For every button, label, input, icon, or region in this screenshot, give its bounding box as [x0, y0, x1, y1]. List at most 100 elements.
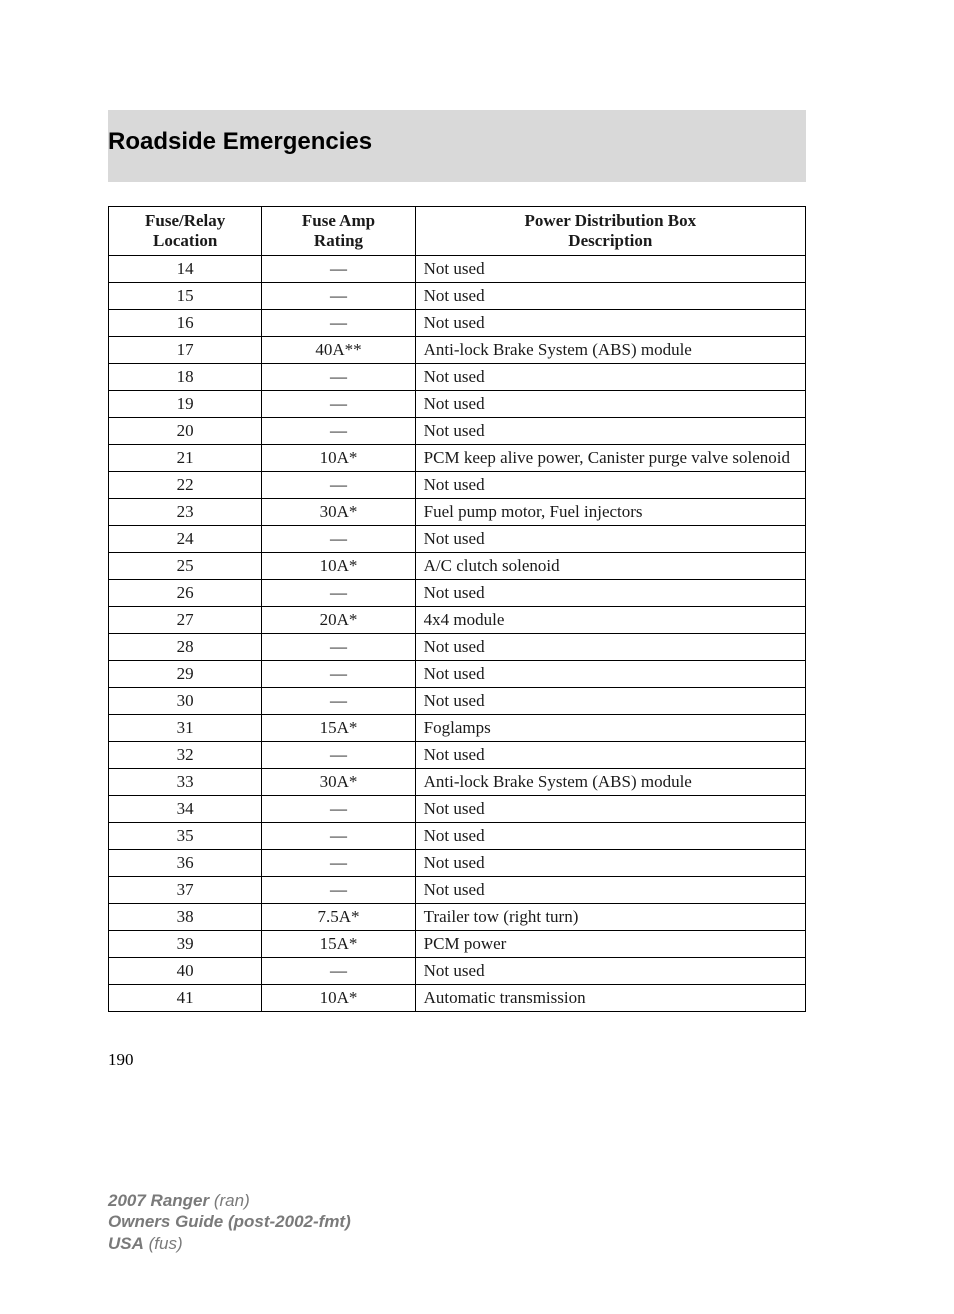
cell-description: Anti-lock Brake System (ABS) module: [415, 769, 805, 796]
table-row: 3915A*PCM power: [109, 931, 806, 958]
cell-description: A/C clutch solenoid: [415, 553, 805, 580]
table-row: 15—Not used: [109, 283, 806, 310]
cell-location: 23: [109, 499, 262, 526]
cell-location: 40: [109, 958, 262, 985]
cell-description: Anti-lock Brake System (ABS) module: [415, 337, 805, 364]
cell-description: Not used: [415, 364, 805, 391]
table-row: 3330A*Anti-lock Brake System (ABS) modul…: [109, 769, 806, 796]
cell-location: 30: [109, 688, 262, 715]
cell-amp: —: [262, 877, 415, 904]
cell-location: 17: [109, 337, 262, 364]
cell-description: Not used: [415, 472, 805, 499]
table-row: 35—Not used: [109, 823, 806, 850]
table-row: 26—Not used: [109, 580, 806, 607]
table-row: 40—Not used: [109, 958, 806, 985]
cell-description: Not used: [415, 877, 805, 904]
footer-line-3: USA (fus): [108, 1233, 806, 1254]
footer-model-code: (ran): [209, 1191, 250, 1210]
cell-amp: 20A*: [262, 607, 415, 634]
table-row: 32—Not used: [109, 742, 806, 769]
cell-amp: —: [262, 958, 415, 985]
table-row: 28—Not used: [109, 634, 806, 661]
cell-location: 22: [109, 472, 262, 499]
table-row: 18—Not used: [109, 364, 806, 391]
cell-amp: 40A**: [262, 337, 415, 364]
cell-description: Not used: [415, 391, 805, 418]
cell-description: Fuel pump motor, Fuel injectors: [415, 499, 805, 526]
footer-model: 2007 Ranger: [108, 1191, 209, 1210]
table-row: 34—Not used: [109, 796, 806, 823]
table-row: 30—Not used: [109, 688, 806, 715]
cell-description: Not used: [415, 526, 805, 553]
cell-location: 14: [109, 256, 262, 283]
cell-location: 20: [109, 418, 262, 445]
table-row: 37—Not used: [109, 877, 806, 904]
cell-amp: —: [262, 742, 415, 769]
cell-location: 18: [109, 364, 262, 391]
cell-location: 19: [109, 391, 262, 418]
table-row: 3115A*Foglamps: [109, 715, 806, 742]
cell-amp: —: [262, 256, 415, 283]
cell-amp: 10A*: [262, 553, 415, 580]
page-number: 190: [108, 1050, 806, 1070]
cell-description: Not used: [415, 796, 805, 823]
col-header-desc: Power Distribution Box Description: [415, 207, 805, 256]
cell-amp: 15A*: [262, 715, 415, 742]
table-row: 19—Not used: [109, 391, 806, 418]
cell-description: Not used: [415, 418, 805, 445]
cell-amp: —: [262, 850, 415, 877]
cell-description: Not used: [415, 283, 805, 310]
footer-line-2: Owners Guide (post-2002-fmt): [108, 1211, 806, 1232]
cell-location: 38: [109, 904, 262, 931]
cell-amp: —: [262, 796, 415, 823]
cell-description: Not used: [415, 688, 805, 715]
col-header-text: Power Distribution Box: [525, 211, 697, 230]
cell-amp: —: [262, 580, 415, 607]
cell-location: 37: [109, 877, 262, 904]
col-header-location: Fuse/Relay Location: [109, 207, 262, 256]
cell-amp: 15A*: [262, 931, 415, 958]
table-row: 22—Not used: [109, 472, 806, 499]
section-header: Roadside Emergencies: [108, 110, 806, 182]
table-row: 4110A*Automatic transmission: [109, 985, 806, 1012]
cell-amp: 30A*: [262, 769, 415, 796]
col-header-text: Description: [568, 231, 652, 250]
table-row: 16—Not used: [109, 310, 806, 337]
cell-location: 26: [109, 580, 262, 607]
table-row: 29—Not used: [109, 661, 806, 688]
cell-description: PCM power: [415, 931, 805, 958]
cell-description: Trailer tow (right turn): [415, 904, 805, 931]
cell-description: Not used: [415, 634, 805, 661]
cell-description: Not used: [415, 850, 805, 877]
table-row: 14—Not used: [109, 256, 806, 283]
cell-amp: —: [262, 283, 415, 310]
cell-amp: 10A*: [262, 985, 415, 1012]
cell-location: 33: [109, 769, 262, 796]
col-header-text: Fuse/Relay: [145, 211, 225, 230]
cell-description: Not used: [415, 580, 805, 607]
fuse-table: Fuse/Relay Location Fuse Amp Rating Powe…: [108, 206, 806, 1012]
cell-description: Not used: [415, 958, 805, 985]
cell-description: Not used: [415, 256, 805, 283]
cell-location: 36: [109, 850, 262, 877]
cell-location: 35: [109, 823, 262, 850]
col-header-text: Location: [153, 231, 217, 250]
cell-amp: —: [262, 418, 415, 445]
cell-location: 16: [109, 310, 262, 337]
cell-amp: 10A*: [262, 445, 415, 472]
col-header-text: Rating: [314, 231, 363, 250]
cell-description: Not used: [415, 823, 805, 850]
cell-location: 32: [109, 742, 262, 769]
cell-amp: 7.5A*: [262, 904, 415, 931]
cell-description: Not used: [415, 742, 805, 769]
table-header-row: Fuse/Relay Location Fuse Amp Rating Powe…: [109, 207, 806, 256]
cell-amp: —: [262, 310, 415, 337]
cell-amp: —: [262, 661, 415, 688]
cell-location: 21: [109, 445, 262, 472]
footer-line-1: 2007 Ranger (ran): [108, 1190, 806, 1211]
cell-amp: —: [262, 472, 415, 499]
footer-region: USA: [108, 1234, 144, 1253]
cell-description: Automatic transmission: [415, 985, 805, 1012]
cell-amp: —: [262, 823, 415, 850]
table-row: 2330A*Fuel pump motor, Fuel injectors: [109, 499, 806, 526]
